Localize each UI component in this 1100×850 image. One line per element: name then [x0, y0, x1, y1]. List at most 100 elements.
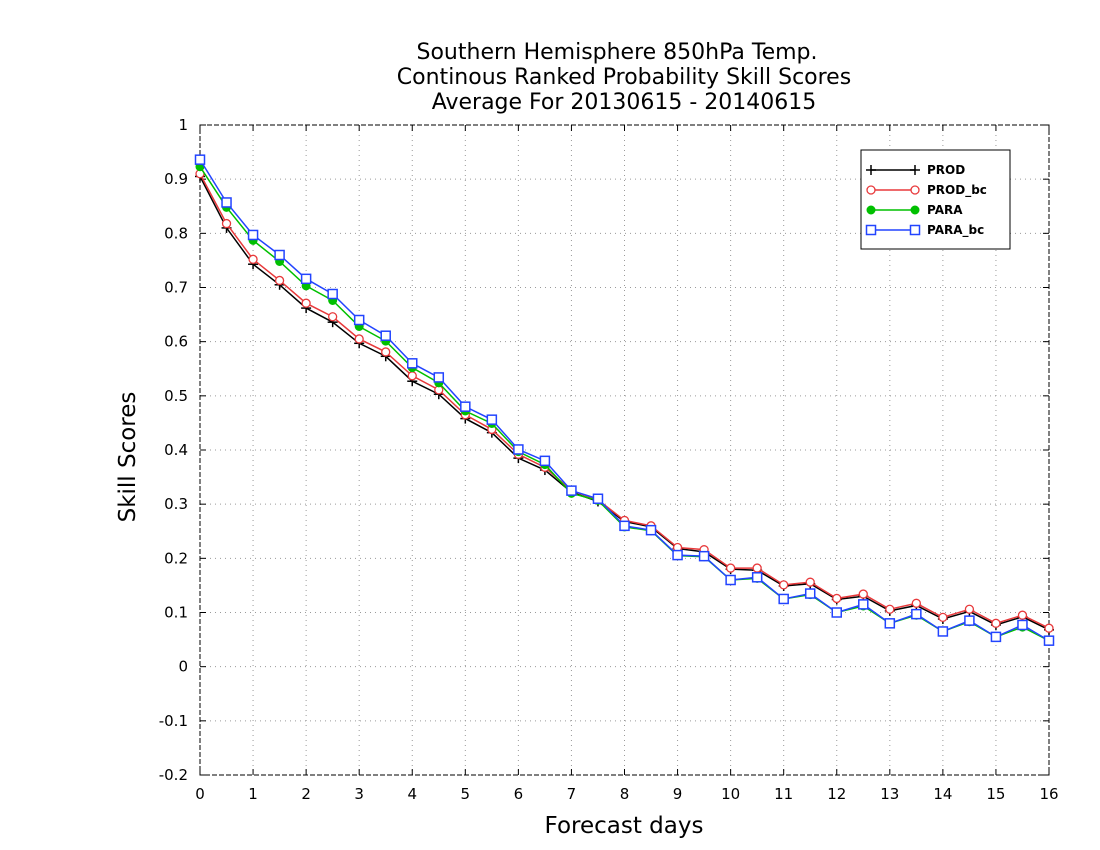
y-tick-label: 0.5	[164, 387, 188, 405]
data-point-para-bc	[513, 444, 524, 455]
y-tick-label: 0	[178, 658, 188, 676]
data-point-para-bc	[327, 288, 338, 300]
data-point-para-bc	[1043, 635, 1055, 646]
legend-marker	[865, 224, 877, 236]
data-point-prod-bc	[725, 563, 736, 573]
data-point-para-bc	[539, 455, 551, 467]
series-para-bc	[194, 154, 1055, 646]
data-point-para-bc	[247, 229, 259, 241]
data-point-para-bc	[672, 549, 683, 561]
data-point-para-bc	[619, 520, 630, 532]
y-tick-label: 0.8	[164, 224, 188, 242]
x-tick-label: 5	[461, 785, 471, 803]
legend-item-para-bc: PARA_bc	[865, 223, 984, 238]
data-point-prod-bc	[301, 298, 311, 308]
data-point-para-bc	[274, 249, 285, 261]
data-point-para-bc	[831, 607, 842, 618]
x-tick-label: 2	[301, 785, 311, 803]
data-point-para-bc	[486, 414, 498, 425]
data-point-para-bc	[433, 372, 445, 383]
x-tick-label: 8	[620, 785, 630, 803]
plot-frame	[199, 124, 1050, 776]
y-tick-label: 0.6	[164, 333, 188, 351]
legend-item-para: PARA	[866, 203, 963, 217]
x-tick-label: 4	[407, 785, 417, 803]
legend: PROD PROD_bc PARA PARA_bc	[860, 149, 1011, 250]
y-axis-ticks: -0.2 -0.1 0 0.1 0.2 0.3 0.4 0.5 0.6 0.7 0.8 0.9 1	[159, 116, 1049, 784]
data-point-para-bc	[911, 608, 922, 620]
title-line-1: Southern Hemisphere 850hPa Temp.	[417, 40, 818, 65]
legend-label: PROD	[927, 163, 965, 177]
legend-marker	[910, 165, 920, 175]
data-point-prod-bc	[407, 371, 417, 381]
x-tick-label: 11	[774, 785, 793, 803]
data-point-prod-bc	[752, 563, 762, 573]
legend-marker	[909, 224, 921, 236]
x-tick-label: 7	[567, 785, 577, 803]
y-tick-label: 0.9	[164, 170, 188, 188]
legend-marker	[866, 165, 876, 175]
legend-marker	[910, 185, 920, 195]
data-point-prod-bc	[381, 347, 391, 357]
data-point-para-bc	[725, 574, 736, 586]
data-point-prod-bc	[328, 312, 338, 322]
x-tick-label: 12	[827, 785, 846, 803]
data-point-prod-bc	[1044, 623, 1054, 633]
data-point-prod-bc	[1017, 610, 1028, 620]
data-point-para-bc	[778, 593, 789, 605]
legend-label: PARA_bc	[927, 223, 984, 238]
x-tick-label: 14	[933, 785, 952, 803]
x-tick-label: 10	[721, 785, 740, 803]
x-tick-label: 3	[354, 785, 364, 803]
legend-box	[860, 149, 1011, 250]
data-point-prod-bc	[221, 218, 232, 229]
data-point-prod-bc	[964, 604, 975, 614]
data-point-para-bc	[698, 550, 710, 562]
x-tick-label: 1	[248, 785, 258, 803]
y-tick-label: 0.3	[164, 495, 188, 513]
y-tick-label: -0.2	[159, 766, 188, 784]
data-point-para-bc	[858, 599, 869, 610]
y-axis-label: Skill Scores	[115, 392, 141, 523]
data-point-para-bc	[300, 273, 312, 285]
data-point-para-bc	[460, 401, 471, 412]
data-point-para-bc	[353, 314, 365, 326]
title-line-3: Average For 20130615 - 20140615	[432, 90, 817, 115]
x-tick-label: 9	[673, 785, 683, 803]
data-point-prod-bc	[354, 334, 364, 344]
data-point-prod-bc	[991, 618, 1001, 628]
x-axis-label: Forecast days	[545, 813, 704, 839]
title-line-2: Continous Ranked Probability Skill Score…	[397, 65, 851, 90]
x-tick-label: 16	[1039, 785, 1058, 803]
data-point-para-bc	[990, 631, 1002, 643]
data-point-para-bc	[221, 197, 232, 208]
data-point-para-bc	[194, 154, 206, 165]
x-tick-label: 15	[986, 785, 1005, 803]
x-tick-label: 13	[880, 785, 899, 803]
x-axis-ticks: 0 1 2 3 4 5 6 7 8 9 10 11 12 13 14 15 16	[195, 125, 1059, 803]
data-point-prod-bc	[885, 604, 895, 614]
data-point-prod-bc	[911, 598, 921, 608]
data-point-prod-bc	[858, 589, 868, 599]
data-point-para-bc	[380, 330, 391, 341]
x-tick-label: 0	[195, 785, 205, 803]
legend-marker	[910, 205, 920, 215]
chart-title: Southern Hemisphere 850hPa Temp. Contino…	[397, 40, 851, 115]
y-tick-label: 0.1	[164, 604, 188, 622]
data-point-para-bc	[884, 618, 896, 629]
data-point-prod-bc	[805, 577, 815, 587]
data-point-prod-bc	[779, 580, 789, 590]
data-point-para-bc	[407, 358, 418, 369]
data-point-prod-bc	[274, 275, 285, 286]
data-point-para-bc	[592, 493, 604, 504]
y-tick-label: 0.2	[164, 549, 188, 567]
data-point-para-bc	[566, 485, 577, 496]
y-tick-label: 1	[178, 116, 188, 134]
data-point-para-bc	[751, 572, 763, 583]
data-point-prod-bc	[938, 612, 948, 623]
series-layer	[194, 154, 1055, 646]
y-tick-label: 0.4	[164, 441, 188, 459]
data-point-para-bc	[645, 524, 657, 536]
legend-item-prod: PROD	[866, 163, 965, 177]
